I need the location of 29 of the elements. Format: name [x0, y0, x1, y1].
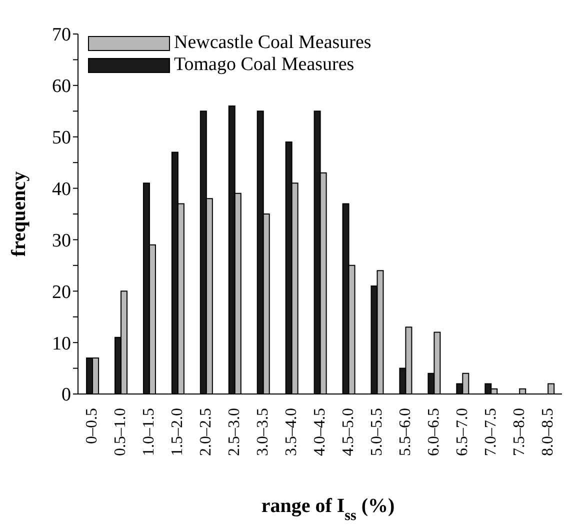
- x-tick-label: 2.5–3.0: [226, 408, 244, 456]
- y-tick-label: 60: [52, 76, 71, 98]
- x-tick-label: 4.0–4.5: [312, 408, 328, 456]
- y-tick-label: 20: [52, 282, 71, 303]
- x-tick-label: 6.0–6.5: [425, 408, 442, 456]
- x-tick-label: 7.0–7.5: [482, 408, 500, 456]
- x-tick-label: 8.0–8.5: [539, 408, 556, 456]
- y-tick-label: 70: [52, 24, 71, 46]
- y-tick-label: 50: [52, 128, 71, 149]
- x-tick-label: 0.5–1.0: [112, 408, 130, 456]
- x-tick-label: 5.0–5.5: [368, 408, 386, 456]
- x-tick-label: 3.0–3.5: [254, 408, 272, 456]
- x-tick-label: 2.0–2.5: [198, 408, 215, 456]
- x-tick-label: 6.5–7.0: [454, 408, 471, 456]
- x-tick-label: 5.5–6.0: [396, 408, 414, 456]
- legend-label: Tomago Coal Measures: [174, 54, 354, 76]
- x-tick-label: 0–0.5: [84, 408, 101, 444]
- x-tick-label: 4.5–5.0: [340, 408, 357, 456]
- x-tick-label: 7.5–8.0: [510, 408, 528, 456]
- y-axis-title: frequency: [8, 171, 30, 257]
- x-tick-label: 1.5–2.0: [169, 408, 186, 456]
- legend-label: Newcastle Coal Measures: [174, 32, 372, 54]
- x-axis-title: range of I$_{ss}$ (%): [261, 495, 395, 524]
- y-tick-label: 0: [62, 384, 71, 406]
- y-tick-label: 30: [52, 230, 71, 252]
- x-tick-label: 3.5–4.0: [283, 408, 300, 456]
- x-tick-label: 1.0–1.5: [140, 408, 158, 456]
- y-tick-label: 40: [52, 179, 71, 200]
- y-tick-label: 10: [52, 333, 71, 354]
